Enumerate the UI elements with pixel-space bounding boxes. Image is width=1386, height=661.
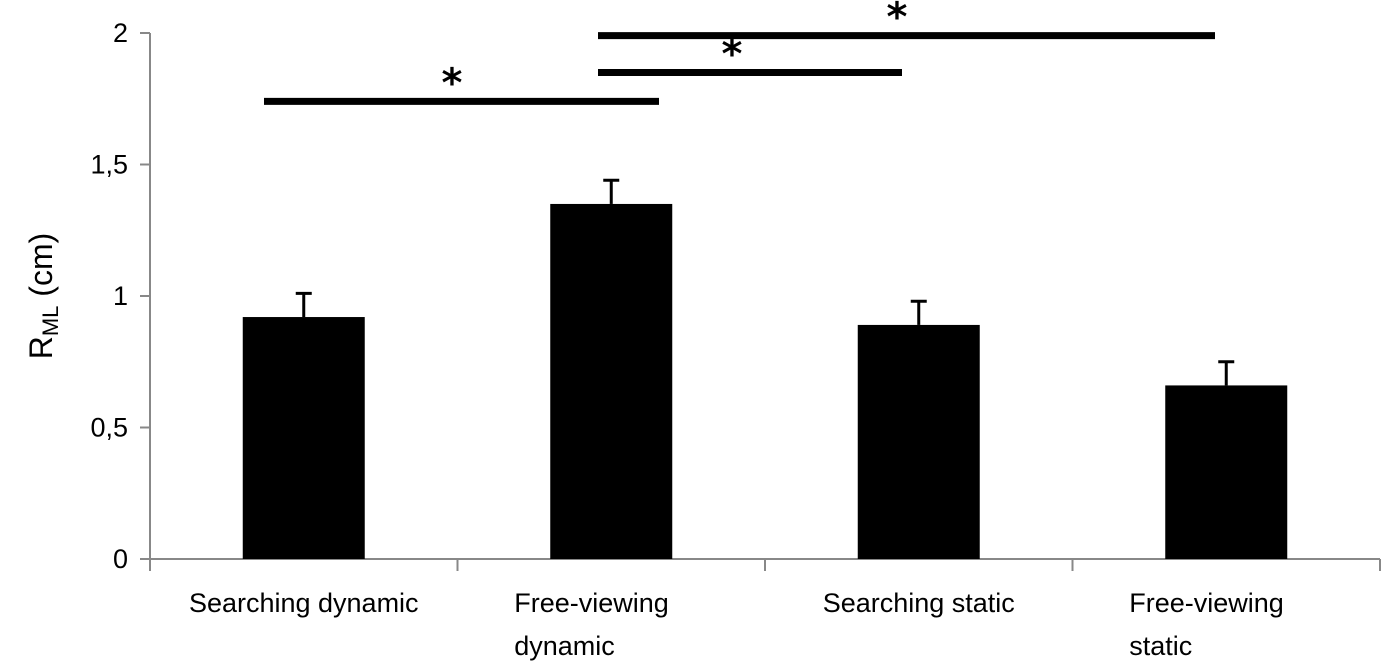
significance-star: * — [442, 60, 463, 106]
category-label: Searching dynamic — [189, 588, 419, 618]
bar — [550, 203, 673, 559]
y-axis-label-subscript: ML — [38, 306, 63, 337]
y-tick-label: 0 — [113, 544, 128, 574]
bar — [857, 324, 980, 559]
y-tick-label: 2 — [113, 18, 128, 48]
y-axis-title: RML (cm) — [23, 233, 63, 360]
category-label: Free-viewing — [1129, 588, 1284, 618]
significance-brackets: * * * — [264, 0, 1215, 106]
category-labels: Searching dynamic Free-viewing dynamic Sear… — [189, 588, 1284, 661]
y-tick-label: 1,5 — [90, 150, 128, 180]
significance-star: * — [887, 0, 908, 41]
category-label: Searching static — [823, 588, 1015, 618]
category-label: dynamic — [514, 631, 615, 661]
y-axis-label-unit: (cm) — [23, 233, 59, 306]
bar — [1165, 385, 1288, 559]
y-tick-label: 0,5 — [90, 413, 128, 443]
y-axis-label-main: R — [23, 336, 59, 359]
bar — [242, 317, 365, 559]
y-tick-label: 1 — [113, 281, 128, 311]
category-label: static — [1129, 631, 1192, 661]
bars — [242, 178, 1288, 559]
category-label: Free-viewing — [514, 588, 669, 618]
y-axis-label: RML (cm) — [23, 233, 63, 360]
significance-star: * — [722, 31, 743, 77]
